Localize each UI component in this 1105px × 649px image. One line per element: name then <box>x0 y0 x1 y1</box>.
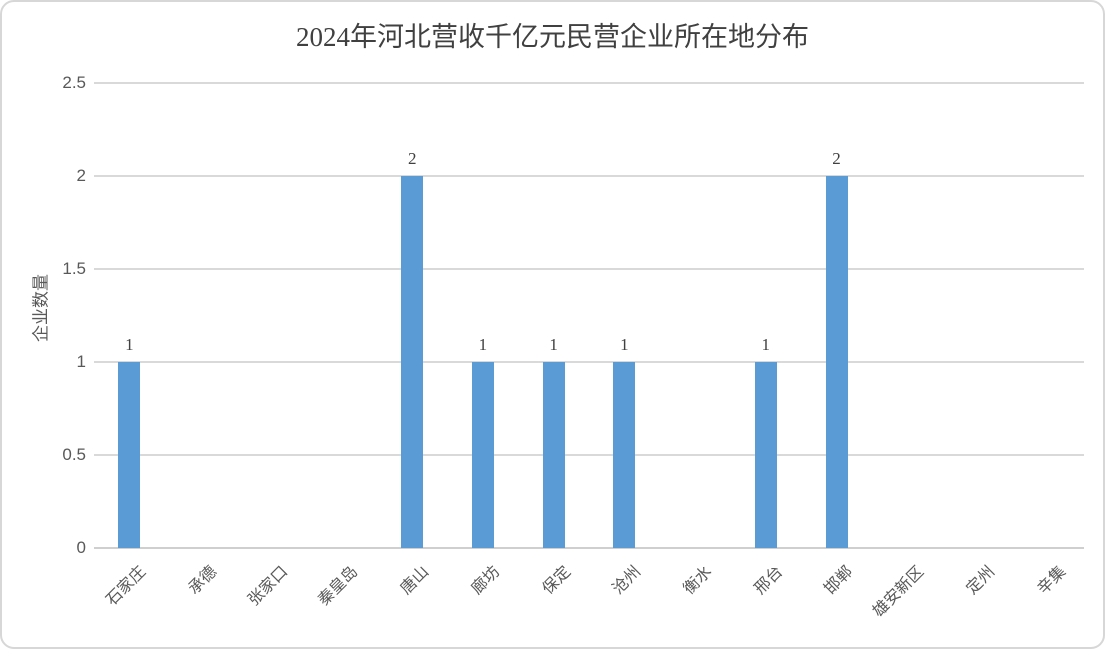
y-axis-tick-label: 2 <box>76 166 86 185</box>
bar-data-label: 1 <box>549 335 558 354</box>
x-axis-category-label: 唐山 <box>397 563 433 598</box>
gridline <box>94 175 1084 177</box>
bar-data-label: 1 <box>620 335 629 354</box>
x-axis-category-label: 沧州 <box>609 563 645 598</box>
bar <box>118 362 141 548</box>
x-axis-category-label: 邢台 <box>751 563 787 598</box>
y-axis-tick-label: 0.5 <box>62 445 86 464</box>
x-axis-category-label: 廊坊 <box>468 563 504 598</box>
x-axis-category-label: 秦皇岛 <box>315 563 362 610</box>
y-axis-tick-label: 1.5 <box>62 259 86 278</box>
x-axis-category-label: 衡水 <box>680 563 716 598</box>
y-axis-tick-label: 2.5 <box>62 73 86 92</box>
bar-data-label: 1 <box>761 335 771 354</box>
x-axis-category-label: 邯郸 <box>822 563 857 598</box>
gridline <box>94 454 1084 456</box>
y-axis-title: 企业数量 <box>31 274 51 342</box>
x-axis-category-label: 定州 <box>963 563 999 598</box>
gridline <box>94 82 1084 84</box>
chart-title: 2024年河北营收千亿元民营企业所在地分布 <box>296 22 809 52</box>
x-axis-category-label: 石家庄 <box>103 563 150 610</box>
bar <box>471 362 494 548</box>
x-axis-category-label: 承德 <box>185 563 221 598</box>
bar <box>401 176 424 548</box>
bar <box>613 362 636 548</box>
bar <box>754 362 777 548</box>
y-axis-tick-label: 1 <box>76 352 86 371</box>
bar-data-label: 2 <box>407 149 417 168</box>
bar-data-label: 1 <box>125 335 134 354</box>
x-axis-line <box>94 547 1084 549</box>
x-axis-category-label: 辛集 <box>1034 563 1069 598</box>
bar-data-label: 2 <box>832 149 841 168</box>
gridline <box>94 361 1084 363</box>
bar <box>542 362 565 548</box>
x-axis-category-label: 张家口 <box>245 563 292 610</box>
y-axis-tick-label: 0 <box>76 538 86 557</box>
x-axis-category-label: 雄安新区 <box>870 563 928 621</box>
x-axis-category-label: 保定 <box>539 563 574 598</box>
gridline <box>94 268 1084 270</box>
bar-data-label: 1 <box>478 335 488 354</box>
bar <box>825 176 848 548</box>
